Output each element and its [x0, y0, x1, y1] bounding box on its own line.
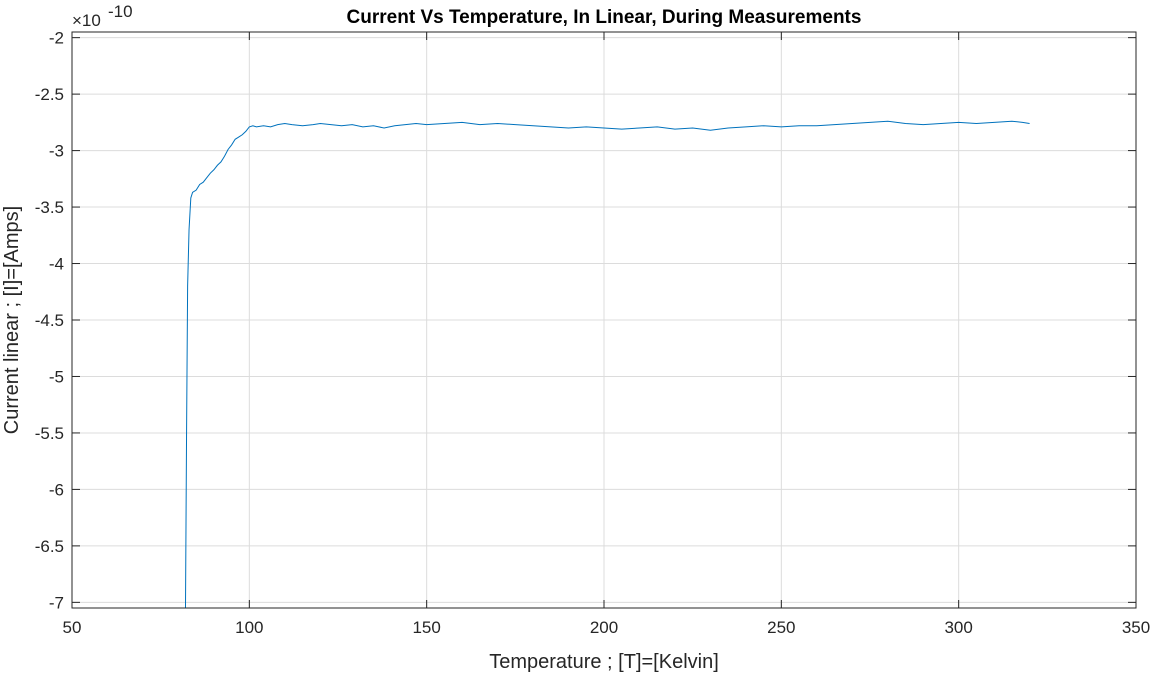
- y-tick-label: -3: [49, 142, 64, 161]
- y-tick-label: -2.5: [35, 85, 64, 104]
- y-tick-label: -5.5: [35, 424, 64, 443]
- y-tick-label: -3.5: [35, 198, 64, 217]
- y-tick-label: -7: [49, 593, 64, 612]
- x-tick-label: 300: [944, 618, 972, 637]
- x-axis-label: Temperature ; [T]=[Kelvin]: [489, 651, 719, 673]
- x-tick-label: 250: [767, 618, 795, 637]
- x-tick-label: 350: [1122, 618, 1150, 637]
- exponent-prefix: ×10: [72, 11, 101, 30]
- y-tick-label: -4: [49, 255, 64, 274]
- y-tick-label: -6.5: [35, 537, 64, 556]
- y-tick-label: -5: [49, 367, 64, 386]
- y-tick-label: -2: [49, 29, 64, 48]
- y-tick-label: -6: [49, 480, 64, 499]
- x-tick-label: 200: [590, 618, 618, 637]
- chart-title: Current Vs Temperature, In Linear, Durin…: [347, 7, 862, 28]
- x-tick-label: 50: [63, 618, 82, 637]
- x-tick-label: 150: [412, 618, 440, 637]
- x-tick-label: 100: [235, 618, 263, 637]
- y-tick-label: -4.5: [35, 311, 64, 330]
- exponent-power: -10: [108, 2, 133, 21]
- y-axis-label: Current linear ; [I]=[Amps]: [1, 206, 23, 434]
